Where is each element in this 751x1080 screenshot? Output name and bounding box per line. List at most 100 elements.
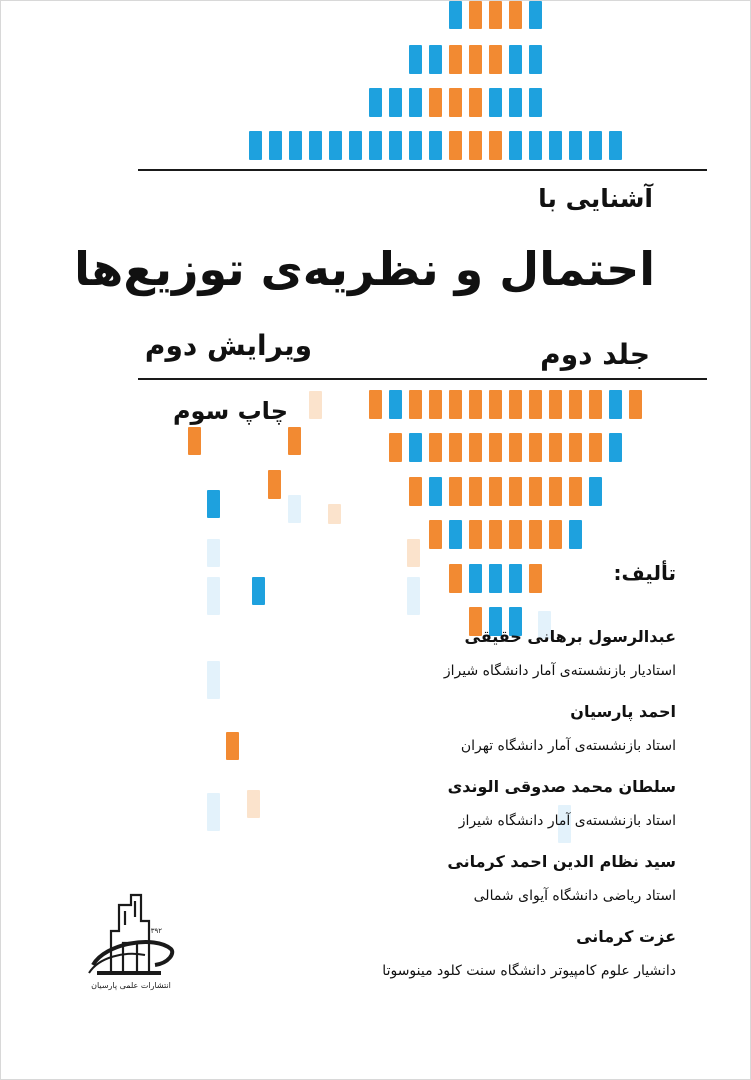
pattern-block — [609, 433, 622, 462]
author-entry: عزت کرمانی دانشیار علوم کامپیوتر دانشگاه… — [216, 927, 676, 980]
author-affiliation: استاد بازنشسته‌ی آمار دانشگاه شیراز — [458, 813, 676, 829]
pattern-block — [288, 427, 301, 455]
publisher-year: ۱۳۹۲ — [147, 927, 162, 935]
pattern-block — [429, 45, 442, 74]
author-affiliation: استادیار بازنشسته‌ی آمار دانشگاه شیراز — [443, 663, 676, 679]
authors-section: تألیف: عبدالرسول برهانی حقیقی استادیار ب… — [216, 561, 676, 1002]
pattern-block — [449, 390, 462, 419]
pattern-block — [489, 1, 502, 29]
pattern-block — [309, 131, 322, 160]
pattern-block — [469, 433, 482, 462]
pattern-block — [247, 790, 260, 818]
pattern-block — [288, 495, 301, 523]
pattern-block — [252, 577, 265, 605]
pattern-block — [469, 390, 482, 419]
pattern-block — [558, 805, 571, 843]
author-affiliation: استاد ریاضی دانشگاه آیوای شمالی — [473, 888, 676, 904]
pattern-block — [469, 607, 482, 636]
pattern-block — [407, 577, 420, 615]
pattern-block — [509, 45, 522, 74]
pattern-block — [409, 88, 422, 117]
pattern-block — [469, 131, 482, 160]
pattern-block — [589, 433, 602, 462]
middle-rule — [138, 378, 707, 380]
pattern-block — [569, 433, 582, 462]
author-entry: سلطان محمد صدوقی الوندی استاد بازنشسته‌ی… — [216, 777, 676, 830]
pattern-block — [569, 520, 582, 549]
pattern-block — [409, 390, 422, 419]
pattern-block — [207, 661, 220, 699]
pattern-block — [549, 433, 562, 462]
pattern-block — [589, 131, 602, 160]
pattern-block — [469, 88, 482, 117]
pattern-block — [328, 504, 341, 524]
pattern-block — [509, 1, 522, 29]
pattern-block — [529, 1, 542, 29]
pattern-block — [389, 88, 402, 117]
pattern-block — [489, 520, 502, 549]
pattern-block — [207, 539, 220, 567]
pattern-block — [509, 88, 522, 117]
pattern-block — [207, 793, 220, 831]
author-name: عزت کرمانی — [576, 927, 676, 946]
pattern-block — [207, 577, 220, 615]
pattern-block — [589, 477, 602, 506]
pattern-block — [629, 390, 642, 419]
pattern-block — [609, 131, 622, 160]
pattern-block — [529, 131, 542, 160]
pattern-block — [529, 477, 542, 506]
pattern-block — [449, 88, 462, 117]
pattern-block — [268, 470, 281, 499]
pattern-block — [489, 88, 502, 117]
pattern-block — [489, 477, 502, 506]
pattern-block — [409, 131, 422, 160]
pattern-block — [269, 131, 282, 160]
pattern-block — [469, 45, 482, 74]
author-name: احمد پارسیان — [570, 702, 676, 721]
pattern-block — [469, 520, 482, 549]
pattern-block — [329, 131, 342, 160]
pattern-block — [509, 390, 522, 419]
pattern-block — [489, 564, 502, 593]
pattern-block — [469, 564, 482, 593]
pattern-block — [369, 390, 382, 419]
pattern-block — [609, 390, 622, 419]
pattern-block — [569, 390, 582, 419]
pattern-block — [529, 433, 542, 462]
pattern-block — [529, 390, 542, 419]
pattern-block — [449, 477, 462, 506]
authors-heading: تألیف: — [613, 561, 676, 585]
pattern-block — [289, 131, 302, 160]
pattern-block — [449, 564, 462, 593]
pattern-block — [407, 539, 420, 567]
pattern-block — [469, 477, 482, 506]
pattern-block — [389, 390, 402, 419]
author-name: سلطان محمد صدوقی الوندی — [447, 777, 676, 796]
pattern-block — [449, 45, 462, 74]
pattern-block — [509, 564, 522, 593]
author-entry: عبدالرسول برهانی حقیقی استادیار بازنشسته… — [216, 627, 676, 680]
pattern-block — [509, 477, 522, 506]
pattern-block — [409, 433, 422, 462]
pattern-block — [449, 520, 462, 549]
pattern-block — [509, 520, 522, 549]
volume-label: جلد دوم — [540, 338, 650, 371]
pattern-block — [549, 390, 562, 419]
pattern-block — [529, 520, 542, 549]
pattern-block — [369, 88, 382, 117]
pattern-block — [489, 45, 502, 74]
top-rule — [138, 169, 707, 171]
author-entry: احمد پارسیان استاد بازنشسته‌ی آمار دانشگ… — [216, 702, 676, 755]
subtitle: آشنایی با — [538, 184, 653, 213]
pattern-block — [529, 45, 542, 74]
pattern-block — [429, 477, 442, 506]
pattern-block — [429, 520, 442, 549]
pattern-block — [469, 1, 482, 29]
pattern-block — [389, 131, 402, 160]
pattern-block — [449, 131, 462, 160]
author-name: سید نظام الدین احمد کرمانی — [447, 852, 676, 871]
edition-label: ویرایش دوم — [144, 329, 312, 362]
pattern-block — [569, 131, 582, 160]
pattern-block — [429, 131, 442, 160]
